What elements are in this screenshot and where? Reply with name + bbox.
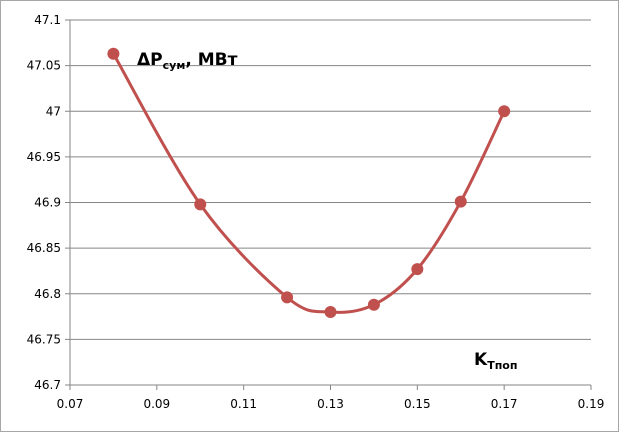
data-point	[194, 198, 207, 211]
y-tick-label: 46.7	[34, 378, 61, 392]
y-tick-label: 46.9	[34, 196, 61, 210]
y-tick-label: 46.75	[27, 332, 61, 346]
x-tick-label: 0.19	[578, 397, 605, 411]
x-tick-label: 0.11	[230, 397, 257, 411]
gridlines	[70, 19, 591, 340]
x-quantity-main: K	[474, 350, 488, 370]
x-tick-label: 0.15	[404, 397, 431, 411]
data-point	[324, 306, 337, 318]
x-tick-label: 0.13	[317, 397, 344, 411]
data-point	[281, 291, 294, 304]
y-tick-label: 46.8	[34, 287, 61, 301]
data-point	[411, 263, 424, 276]
y-quantity-tail: , МВт	[185, 50, 237, 70]
y-tick-label: 47.1	[34, 13, 61, 27]
tick-labels: 47.1 47.05 47 46.95 46.9 46.85 46.8 46.75 46.7 0.…	[27, 13, 605, 411]
data-point	[498, 105, 511, 118]
series-line	[112, 53, 506, 314]
x-quantity-sub: Tпоп	[487, 359, 517, 372]
y-quantity-sub: сум	[163, 59, 186, 72]
data-point	[454, 195, 467, 208]
y-tick-label: 46.85	[27, 241, 61, 255]
axes	[65, 19, 592, 390]
x-tick-label: 0.09	[143, 397, 170, 411]
x-quantity-annotation: KTпоп	[474, 350, 517, 372]
y-tick-label: 47.05	[27, 59, 61, 73]
x-tick-label: 0.17	[491, 397, 518, 411]
data-point	[107, 47, 120, 60]
y-tick-label: 47	[46, 104, 61, 118]
y-tick-label: 46.95	[27, 150, 61, 164]
x-tick-label: 0.07	[57, 397, 84, 411]
y-quantity-annotation: ΔPсум, МВт	[137, 50, 238, 72]
y-quantity-main: ΔP	[137, 50, 163, 70]
series	[107, 47, 511, 318]
data-point	[367, 298, 380, 311]
